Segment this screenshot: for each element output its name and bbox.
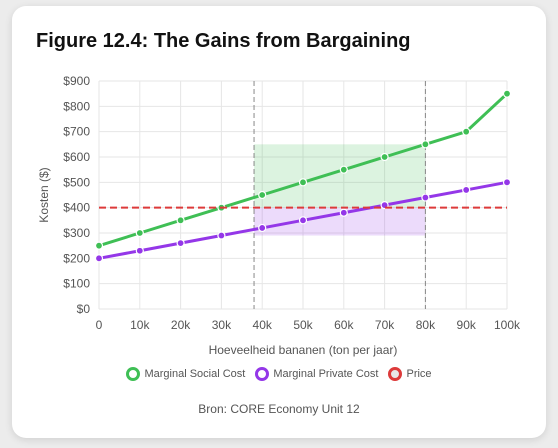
y-tick-label: $0 — [77, 302, 91, 316]
legend: Marginal Social Cost Marginal Private Cos… — [12, 367, 546, 381]
data-point — [217, 231, 226, 240]
data-point — [258, 223, 267, 233]
x-tick-label: 30k — [212, 318, 232, 332]
x-tick-label: 60k — [334, 318, 354, 332]
source-note: Bron: CORE Economy Unit 12 — [198, 402, 360, 416]
legend-label: Marginal Social Cost — [144, 368, 246, 380]
data-point — [94, 254, 104, 263]
data-point — [462, 185, 471, 195]
y-tick-label: $900 — [63, 74, 90, 88]
y-tick-label: $200 — [63, 251, 90, 265]
data-point — [135, 246, 144, 255]
x-tick-label: 80k — [416, 318, 436, 332]
data-point — [339, 165, 348, 174]
x-tick-label: 0 — [96, 318, 103, 332]
data-point — [298, 178, 308, 187]
x-axis-label: Hoeveelheid bananen (ton per jaar) — [209, 343, 398, 357]
y-tick-label: $400 — [63, 201, 90, 215]
x-tick-label: 20k — [171, 318, 191, 332]
legend-label: Price — [406, 368, 432, 380]
chart-card: Figure 12.4: The Gains from Bargaining $… — [12, 6, 546, 438]
data-point — [380, 152, 389, 162]
shaded-region — [254, 207, 426, 236]
y-axis-label: Kosten ($) — [37, 167, 51, 222]
y-tick-label: $700 — [63, 125, 90, 139]
shaded-region — [254, 144, 426, 208]
x-tick-label: 50k — [293, 318, 313, 332]
y-tick-label: $800 — [63, 99, 90, 113]
legend-swatch-icon — [255, 367, 270, 381]
legend-label: Marginal Private Cost — [273, 368, 379, 380]
data-point — [462, 127, 471, 136]
chart-area: $0 $100 $200 $300 $400 $500 $600 $700 $800 $900 0 1… — [37, 74, 521, 357]
x-tick-label: 70k — [375, 318, 395, 332]
x-tick-label: 100k — [494, 318, 521, 332]
data-point — [502, 178, 512, 187]
legend-swatch-icon — [126, 367, 141, 381]
y-tick-label: $600 — [63, 150, 90, 164]
x-tick-label: 90k — [457, 318, 477, 332]
data-point — [502, 89, 512, 98]
legend-swatch-icon — [388, 367, 403, 381]
y-tick-label: $300 — [63, 226, 90, 240]
data-point — [258, 190, 267, 200]
y-tick-label: $500 — [63, 175, 90, 189]
legend-item[interactable]: Marginal Private Cost — [255, 367, 378, 381]
chart-title: Figure 12.4: The Gains from Bargaining — [36, 30, 411, 52]
x-tick-label: 40k — [253, 318, 273, 332]
data-point — [421, 193, 430, 202]
data-point — [339, 208, 348, 217]
data-point — [176, 216, 185, 225]
data-point — [298, 216, 308, 225]
data-point — [135, 228, 144, 238]
data-point — [94, 241, 104, 250]
y-tick-label: $100 — [63, 277, 90, 291]
x-tick-label: 10k — [130, 318, 150, 332]
data-point — [421, 140, 430, 149]
legend-item[interactable]: Price — [388, 367, 432, 381]
legend-item[interactable]: Marginal Social Cost — [126, 367, 245, 381]
data-point — [176, 239, 185, 248]
